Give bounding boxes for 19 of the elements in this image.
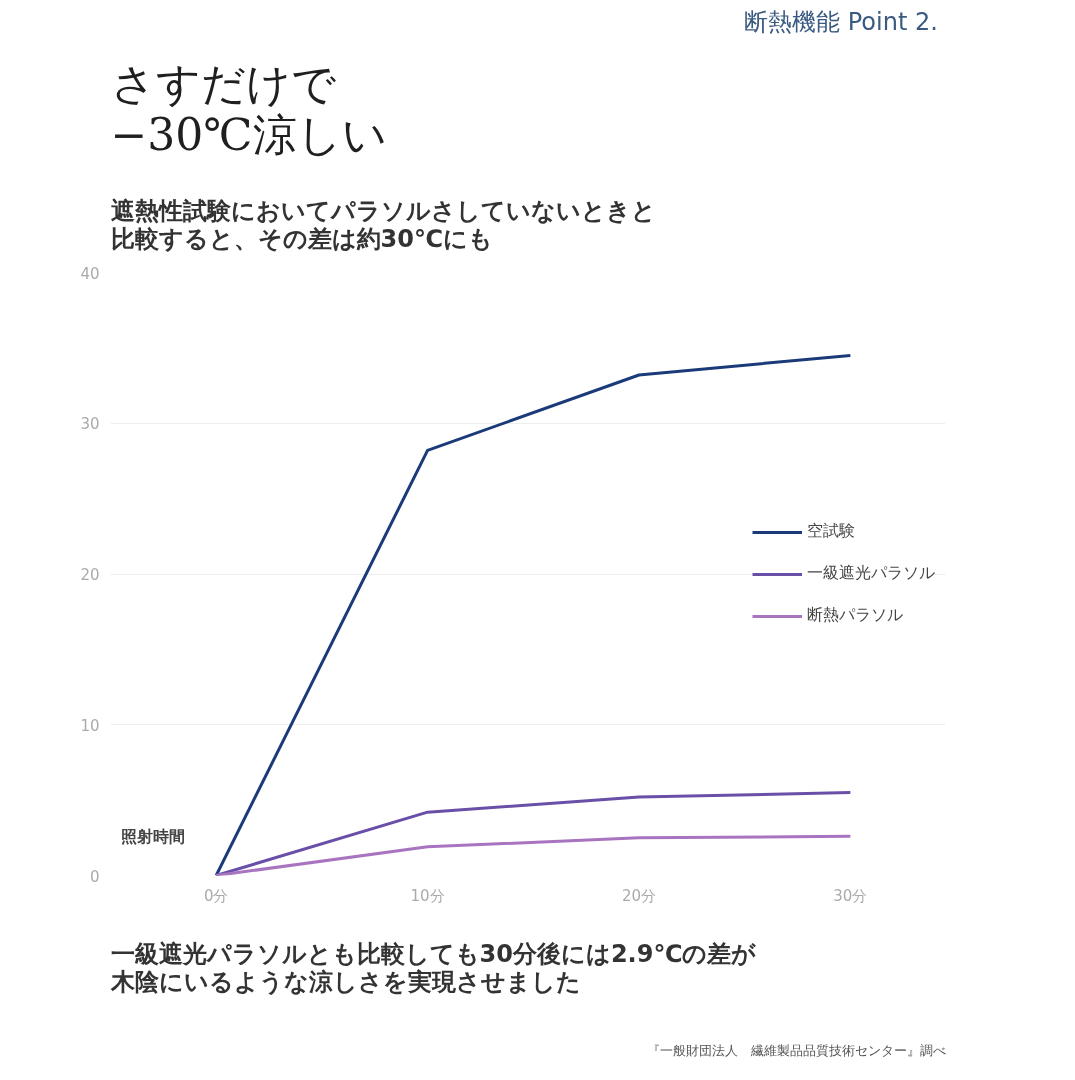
y-tick-label: 40 — [80, 264, 100, 283]
y-tick-label: 10 — [80, 716, 100, 735]
legend-label: 一級遮光パラソル — [807, 562, 935, 584]
text: 『一般財団法人 繊維製品品質技術センター』調べ — [646, 1042, 946, 1058]
y-tick-label: 30 — [80, 415, 100, 434]
chart-title: さすだけで −30℃涼しい — [110, 57, 387, 160]
line-series — [214, 834, 852, 876]
text: 一級遮光パラソルとも比較しても30分後には2.9℃の差が木陰にいるような涼しさを実現させました — [109, 939, 757, 996]
x-tick-label: 30分 — [833, 886, 868, 905]
legend-label: 断熱パラソル — [807, 604, 903, 626]
legend-label: 空試験 — [807, 520, 855, 542]
y-tick-label: 0 — [89, 867, 100, 886]
x-axis-title: 照射時間 — [120, 826, 185, 846]
x-tick-label: 10分 — [410, 886, 445, 905]
x-tick-label: 0分 — [203, 886, 229, 905]
text: 遮熱性試験においてパラソルさしていないときと比較すると、その差は約30℃にも — [110, 196, 656, 253]
y-tick-label: 20 — [80, 566, 100, 584]
x-tick-label: 20分 — [621, 886, 657, 905]
chart-subtitle: 断熱機能 Point 2. — [744, 7, 938, 36]
